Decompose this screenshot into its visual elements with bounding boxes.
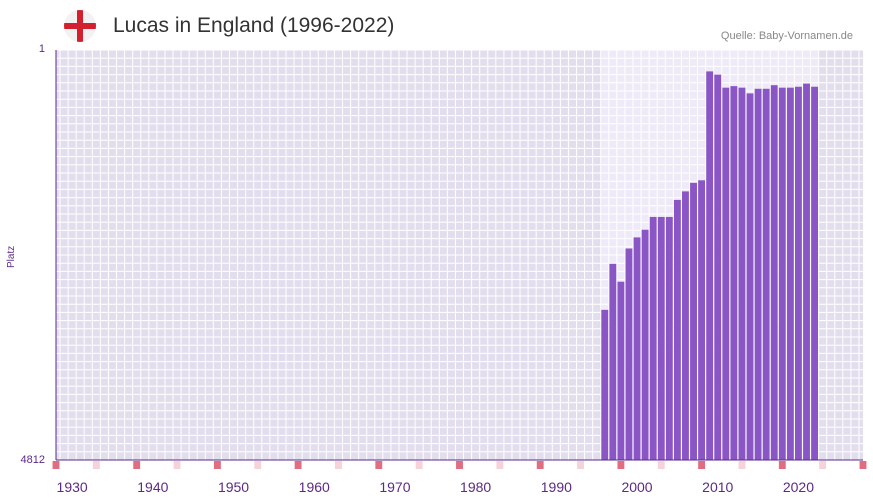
bar-2022	[811, 86, 819, 460]
chart-header: Lucas in England (1996-2022) Quelle: Bab…	[0, 0, 873, 50]
bar-2019	[786, 87, 794, 460]
bar-2011	[722, 87, 730, 460]
bar-2003	[657, 216, 665, 460]
bar-2001	[641, 229, 649, 460]
bar-1998	[617, 281, 625, 460]
year-marker-major	[536, 461, 544, 469]
bar-2002	[649, 216, 657, 460]
bar-2006	[682, 191, 689, 460]
year-marker-major	[778, 461, 786, 469]
year-marker-minor	[819, 461, 827, 469]
bar-2018	[778, 87, 786, 460]
bar-2005	[673, 199, 681, 460]
england-flag-icon	[64, 10, 96, 42]
bar-2020	[795, 86, 802, 460]
source-label: Quelle: Baby-Vornamen.de	[720, 30, 853, 42]
year-marker-minor	[415, 461, 423, 469]
bar-2017	[770, 85, 778, 461]
year-marker-major	[52, 461, 60, 469]
x-tick-label-2010: 2010	[702, 479, 733, 495]
x-tick-label-1990: 1990	[541, 479, 572, 495]
x-tick-label-1970: 1970	[379, 479, 410, 495]
bar-2007	[690, 182, 697, 460]
x-tick-label-1950: 1950	[218, 479, 249, 495]
year-marker-minor	[577, 461, 584, 469]
bar-1997	[609, 263, 617, 460]
x-tick-label-1960: 1960	[299, 479, 330, 495]
year-marker-minor	[657, 461, 665, 469]
chart-title: Lucas in England (1996-2022)	[113, 14, 395, 37]
x-tick-label-2020: 2020	[783, 479, 814, 495]
year-marker-major	[456, 461, 463, 469]
year-marker-major	[375, 461, 383, 469]
bar-2009	[706, 71, 714, 460]
year-marker-minor	[335, 461, 342, 469]
year-marker-minor	[496, 461, 504, 469]
bar-1996	[601, 309, 609, 460]
bar-2010	[714, 74, 722, 461]
x-tick-label-1980: 1980	[460, 479, 491, 495]
y-axis-bottom-label: 4812	[20, 454, 45, 466]
year-marker-major	[133, 461, 141, 469]
x-tick-label-2000: 2000	[621, 479, 652, 495]
bar-1999	[625, 248, 633, 460]
year-marker-major	[859, 461, 867, 469]
year-marker-major	[617, 461, 625, 469]
bar-2013	[738, 87, 746, 460]
bar-2008	[698, 180, 706, 460]
year-marker-major	[698, 461, 706, 469]
year-marker-major	[213, 461, 221, 469]
x-tick-label-1930: 1930	[57, 479, 88, 495]
bar-2004	[665, 216, 673, 460]
bar-2016	[762, 88, 770, 460]
year-marker-minor	[254, 461, 262, 469]
year-marker-major	[294, 461, 302, 469]
bar-2021	[803, 83, 810, 461]
bar-2015	[754, 88, 762, 460]
bar-2012	[730, 86, 738, 461]
year-marker-minor	[738, 461, 746, 469]
bar-2000	[633, 237, 641, 460]
y-axis-top-label: 1	[38, 43, 45, 55]
x-tick-label-1940: 1940	[137, 479, 168, 495]
year-marker-minor	[173, 461, 181, 469]
bar-2014	[746, 93, 754, 460]
year-marker-minor	[92, 461, 100, 469]
